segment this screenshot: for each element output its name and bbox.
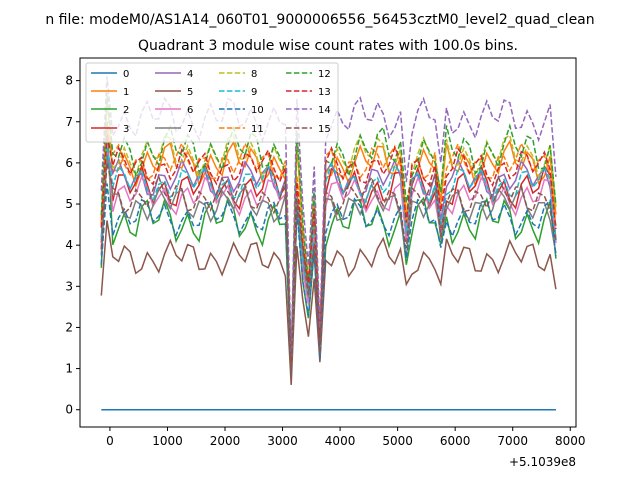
chart-title: Quadrant 3 module wise count rates with … [138, 38, 518, 54]
legend-label-11: 11 [251, 124, 264, 135]
series-line-13 [100, 133, 557, 369]
legend-label-12: 12 [318, 69, 331, 80]
x-tick-label: 2000 [210, 434, 241, 448]
x-axis-offset-label: +5.1039e8 [509, 455, 576, 469]
legend-label-4: 4 [187, 69, 193, 80]
series-line-9 [100, 142, 557, 371]
y-tick-label: 7 [65, 115, 73, 129]
series-line-12 [100, 92, 557, 366]
y-tick-label: 2 [65, 320, 73, 334]
x-tick-label: 0 [106, 434, 114, 448]
y-tick-label: 3 [65, 279, 73, 293]
legend-label-15: 15 [318, 124, 331, 135]
figure-suptitle: n file: modeM0/AS1A14_060T01_9000006556_… [45, 12, 594, 28]
y-tick-label: 1 [65, 362, 73, 376]
y-tick-label: 5 [65, 197, 73, 211]
y-tick-label: 6 [65, 156, 73, 170]
series-line-10 [100, 183, 557, 375]
series-line-2 [100, 121, 557, 374]
series-line-11 [100, 125, 557, 368]
series-layer [100, 76, 557, 411]
legend-label-0: 0 [123, 69, 129, 80]
plot-area: 0 1000 2000 3000 4000 5000 6000 7000 8000 012345… [65, 57, 586, 469]
series-line-6 [100, 142, 557, 372]
series-line-7 [100, 154, 557, 375]
x-tick-label: 3000 [267, 434, 298, 448]
legend-label-2: 2 [123, 105, 129, 116]
legend-label-5: 5 [187, 87, 193, 98]
y-axis: 0 1 2 3 4 5 6 7 8 [65, 74, 80, 417]
y-tick-label: 4 [65, 238, 73, 252]
legend-label-10: 10 [251, 105, 264, 116]
y-tick-label: 8 [65, 74, 73, 88]
legend-label-6: 6 [187, 105, 193, 116]
legend-label-14: 14 [318, 105, 331, 116]
x-tick-label: 7000 [497, 434, 528, 448]
series-line-8 [100, 101, 557, 365]
legend-label-9: 9 [251, 87, 257, 98]
x-tick-label: 5000 [382, 434, 413, 448]
series-line-14 [100, 76, 557, 358]
axes-frame [79, 57, 577, 428]
legend-label-8: 8 [251, 69, 257, 80]
x-tick-label: 6000 [440, 434, 471, 448]
legend-box [85, 62, 339, 143]
series-line-5 [100, 220, 557, 385]
x-tick-label: 4000 [325, 434, 356, 448]
y-tick-label: 0 [65, 403, 73, 417]
series-line-15 [100, 162, 557, 373]
series-line-4 [100, 150, 557, 371]
legend-label-3: 3 [123, 124, 129, 135]
x-tick-label: 1000 [152, 434, 183, 448]
x-tick-label: 8000 [555, 434, 586, 448]
legend-label-13: 13 [318, 87, 331, 98]
legend-label-7: 7 [187, 124, 193, 135]
legend-label-1: 1 [123, 87, 129, 98]
x-axis: 0 1000 2000 3000 4000 5000 6000 7000 8000 [106, 427, 586, 448]
